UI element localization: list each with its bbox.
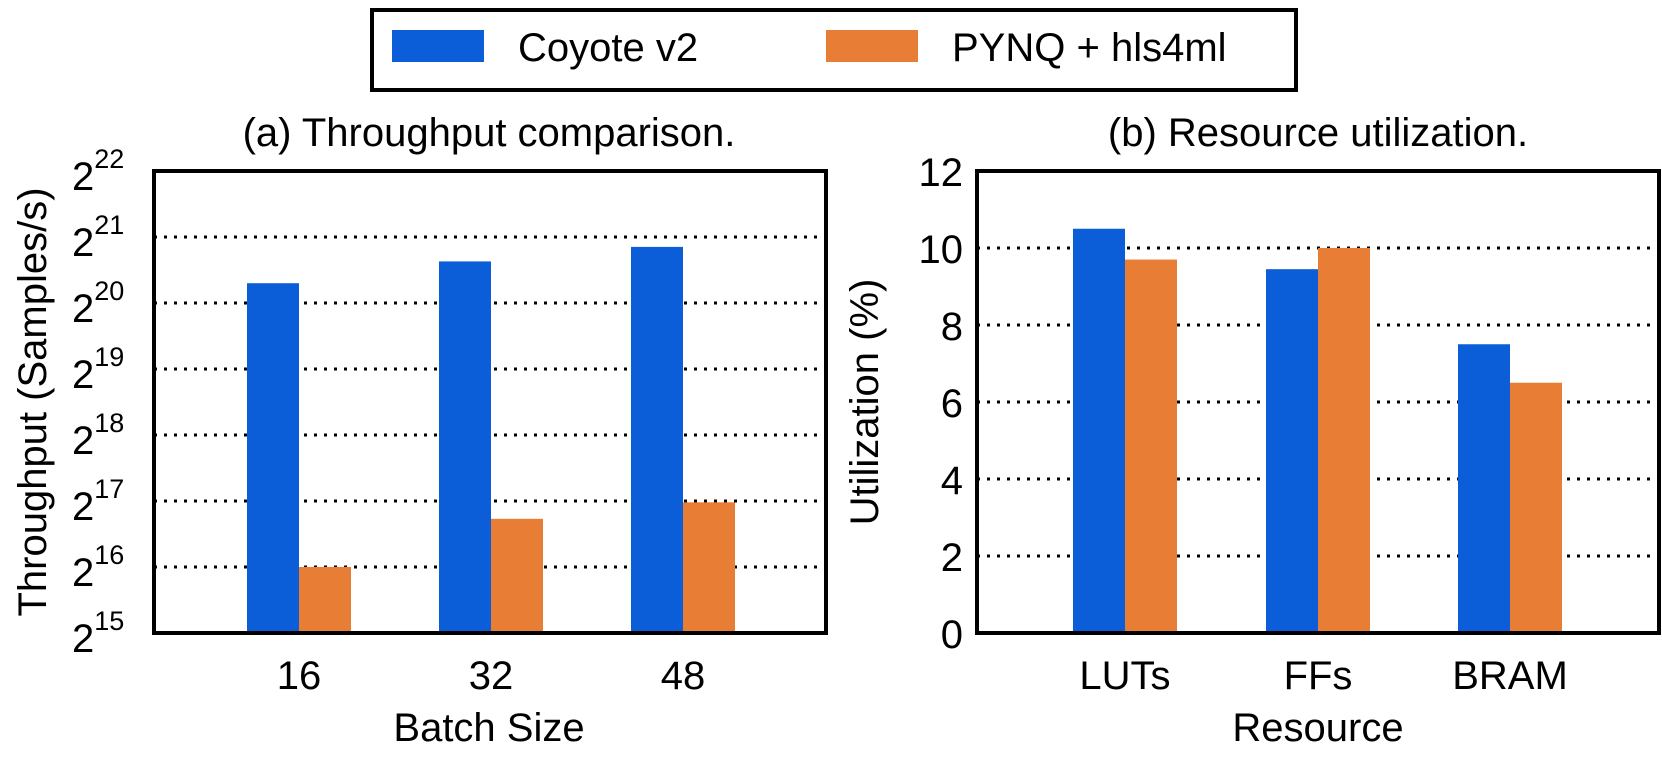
x-tick-label: FFs (1284, 654, 1353, 698)
bar-coyote-FFs (1266, 269, 1318, 633)
y-tick-label: 221 (72, 210, 124, 265)
y-tick-label: 218 (72, 408, 124, 463)
y-tick-label: 0 (941, 613, 963, 657)
y-tick-label: 217 (72, 474, 124, 529)
bar-pynq-16 (299, 567, 351, 633)
y-tick-label: 6 (941, 382, 963, 426)
plot-frame-resource (975, 169, 1661, 635)
x-tick-label: LUTs (1079, 654, 1170, 698)
y-tick-label: 222 (72, 144, 124, 199)
bars-throughput (247, 246, 735, 633)
y-tick-label: 2 (941, 536, 963, 580)
x-axis-label-throughput: Batch Size (393, 706, 584, 750)
x-tick-label: 32 (469, 654, 514, 698)
y-tick-label: 216 (72, 540, 124, 595)
y-tick-label: 215 (72, 606, 124, 661)
y-tick-label: 12 (919, 151, 964, 195)
y-tick-exponent: 17 (94, 474, 124, 504)
bars-resource (1073, 228, 1562, 633)
bar-coyote-48 (631, 246, 683, 633)
chart-resource: (b) Resource utilization. 0 2 4 6 8 10 12 LUTs… (843, 111, 1661, 750)
x-ticks-throughput: 16 32 48 (277, 654, 706, 698)
bar-pynq-32 (491, 518, 543, 633)
bar-coyote-16 (247, 283, 299, 633)
y-tick-exponent: 15 (94, 606, 124, 636)
y-tick-exponent: 20 (94, 276, 124, 306)
y-tick-exponent: 21 (94, 210, 124, 240)
bar-coyote-BRAM (1458, 344, 1510, 633)
x-axis-label-resource: Resource (1232, 706, 1403, 750)
y-tick-exponent: 22 (94, 144, 124, 174)
x-tick-label: 48 (661, 654, 706, 698)
y-tick-exponent: 18 (94, 408, 124, 438)
y-ticks-resource: 0 2 4 6 8 10 12 (919, 151, 964, 657)
y-tick-label: 4 (941, 459, 963, 503)
x-tick-label: 16 (277, 654, 322, 698)
y-tick-label: 219 (72, 342, 124, 397)
legend-label-pynq: PYNQ + hls4ml (952, 26, 1227, 70)
y-tick-exponent: 16 (94, 540, 124, 570)
chart-title-resource: (b) Resource utilization. (1108, 111, 1528, 155)
bar-pynq-BRAM (1510, 382, 1562, 633)
legend-swatch-pynq (826, 30, 918, 62)
legend-swatch-coyote (392, 30, 484, 62)
x-tick-label: BRAM (1452, 654, 1568, 698)
y-tick-label: 220 (72, 276, 124, 331)
plot-frame-throughput (152, 169, 828, 635)
chart-title-throughput: (a) Throughput comparison. (243, 111, 736, 155)
legend-label-coyote: Coyote v2 (518, 26, 698, 70)
y-tick-label: 10 (919, 228, 964, 272)
bar-coyote-32 (439, 261, 491, 633)
y-axis-label-resource: Utilization (%) (843, 279, 887, 526)
y-tick-exponent: 19 (94, 342, 124, 372)
bar-pynq-FFs (1318, 248, 1370, 633)
bar-pynq-LUTs (1125, 259, 1177, 633)
bar-pynq-48 (683, 502, 735, 633)
y-tick-label: 8 (941, 305, 963, 349)
chart-throughput: (a) Throughput comparison. 2152162172182… (11, 111, 828, 750)
legend: Coyote v2 PYNQ + hls4ml (370, 8, 1298, 92)
x-ticks-resource: LUTs FFs BRAM (1079, 654, 1567, 698)
bar-coyote-LUTs (1073, 228, 1125, 633)
y-ticks-throughput: 215 216 217 218 219 220 221 222 (72, 144, 124, 661)
y-axis-label-throughput: Throughput (Samples/s) (11, 187, 55, 616)
